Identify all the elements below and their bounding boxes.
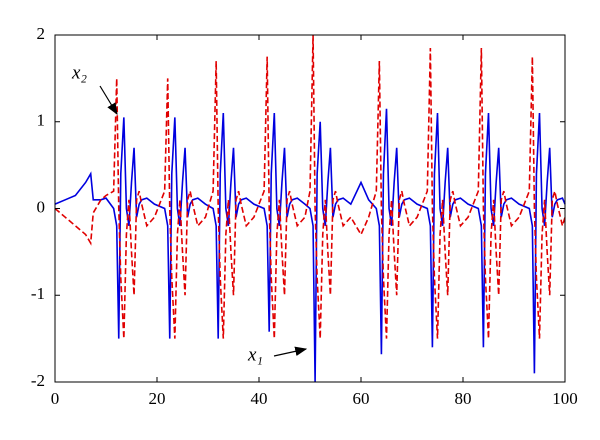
x-tick-label: 20: [149, 389, 166, 408]
x-tick-label: 40: [251, 389, 268, 408]
plot-area: [54, 34, 566, 383]
annotation-arrow: [99, 85, 118, 116]
annotation: x₁: [247, 344, 263, 365]
series-line: [54, 108, 566, 383]
x-tick-label: 100: [552, 389, 578, 408]
annotation: x₂: [71, 62, 87, 83]
y-tick-label: -2: [31, 371, 45, 390]
x-tick-label: 0: [51, 389, 60, 408]
y-tick-label: 1: [37, 111, 46, 130]
annotation-arrow: [273, 346, 308, 357]
series-line: [54, 34, 566, 339]
x-tick-label: 80: [455, 389, 472, 408]
x-tick-label: 60: [353, 389, 370, 408]
y-tick-label: -1: [31, 284, 45, 303]
y-tick-label: 2: [37, 24, 46, 43]
y-tick-label: 0: [37, 197, 46, 216]
